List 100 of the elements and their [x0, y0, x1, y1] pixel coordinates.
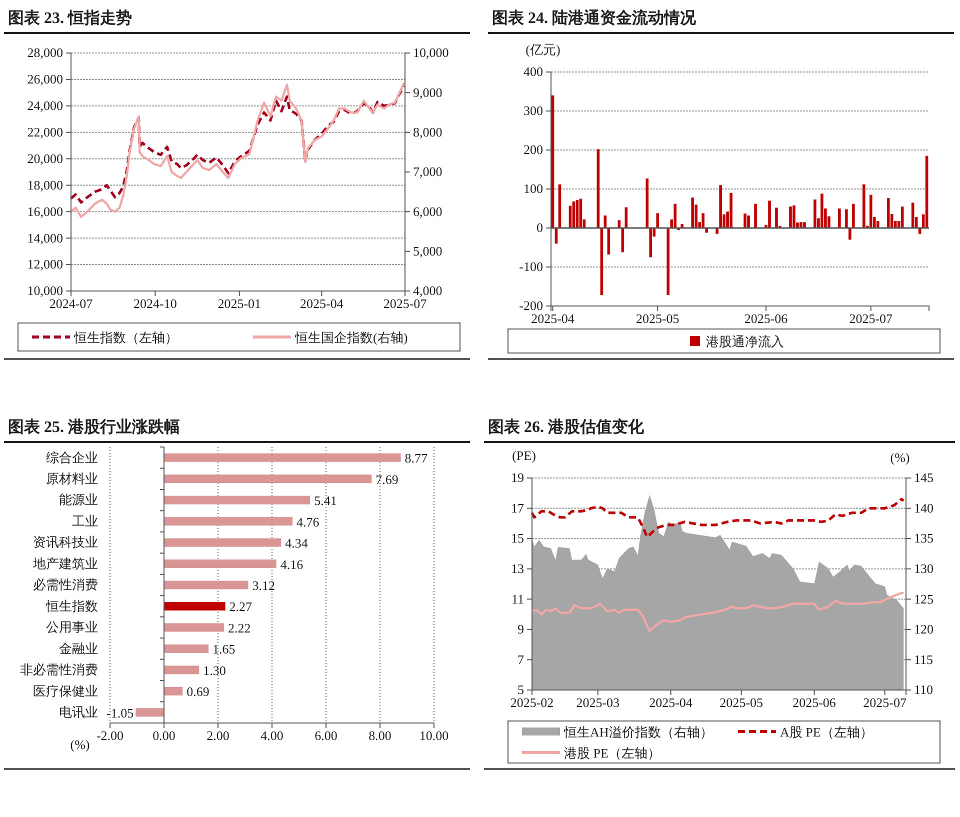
y-tick-label: 15	[511, 530, 524, 546]
y-axis-title: (亿元)	[526, 42, 560, 57]
y-tick-label: 100	[524, 181, 543, 196]
data-label: 1.30	[203, 662, 226, 678]
y2-tick-label: 10,000	[413, 45, 449, 60]
data-label: 0.69	[186, 684, 210, 700]
data-label: -1.05	[106, 705, 134, 720]
legend-label: 恒生国企指数(右轴)	[294, 330, 408, 345]
data-label: 4.76	[296, 514, 320, 530]
y-tick-label: 14,000	[27, 230, 63, 246]
data-label: 8.77	[404, 450, 428, 466]
y-tick-label: 资讯科技业	[33, 534, 98, 550]
y2-tick-label: 135	[914, 530, 934, 546]
y-tick-label: 400	[524, 64, 543, 80]
y2-tick-label: 4,000	[413, 283, 442, 298]
y-tick-label: 电讯业	[59, 704, 98, 720]
chart-title: 图表 25. 港股行业涨跌幅	[8, 418, 180, 436]
y2-axis-title: (%)	[890, 450, 910, 465]
y-tick-label: 医疗保健业	[33, 683, 98, 698]
legend-label: 恒生指数（左轴）	[73, 330, 178, 345]
y2-tick-label: 7,000	[413, 164, 442, 180]
y-tick-label: 金融业	[59, 640, 98, 656]
x-tick-label: 2025-03	[576, 695, 620, 710]
x-axis-title: (%)	[70, 737, 90, 752]
data-label: 2.27	[229, 599, 253, 614]
y-axis-title: (PE)	[512, 448, 536, 463]
y-tick-label: 非必需性消费	[20, 662, 98, 678]
data-label: 4.34	[285, 536, 308, 551]
x-tick-label: 4.00	[260, 728, 284, 744]
x-tick-label: 2025-06	[792, 695, 836, 710]
x-tick-label: -2.00	[96, 728, 124, 744]
y-tick-label: 300	[524, 103, 543, 118]
chart-title: 图表 23. 恒指走势	[8, 9, 132, 27]
y2-tick-label: 5,000	[413, 243, 442, 258]
y-tick-label: 200	[524, 142, 543, 158]
y-tick-label: 24,000	[27, 98, 63, 114]
y-tick-label: 原材料业	[46, 471, 98, 486]
y-tick-label: -200	[519, 298, 543, 314]
y-tick-label: 18,000	[27, 177, 63, 192]
y-tick-label: 12,000	[27, 256, 63, 272]
y2-tick-label: 125	[914, 591, 934, 606]
y-tick-label: 工业	[72, 513, 98, 528]
x-tick-label: 6.00	[314, 728, 338, 744]
y2-tick-label: 9,000	[413, 84, 442, 100]
y-tick-label: 必需性消费	[33, 577, 98, 592]
y2-tick-label: 6,000	[413, 204, 442, 219]
y-tick-label: 地产建筑业	[32, 556, 98, 571]
x-tick-label: 0.00	[152, 728, 176, 744]
x-tick-label: 2025-01	[218, 296, 262, 312]
y-tick-label: 5	[518, 682, 524, 698]
x-tick-label: 2025-06	[744, 311, 788, 326]
y-tick-label: 13	[511, 561, 524, 576]
data-label: 5.41	[314, 493, 337, 508]
x-tick-label: 2025-02	[510, 695, 554, 710]
x-tick-label: 2025-04	[649, 695, 693, 710]
y-tick-label: 17	[511, 500, 524, 516]
x-tick-label: 2025-07	[849, 311, 894, 326]
chart-title: 图表 24. 陆港通资金流动情况	[492, 8, 697, 27]
x-tick-label: 2025-04	[531, 311, 575, 326]
y-tick-label: 11	[511, 591, 524, 606]
y-tick-label: 公用事业	[46, 620, 98, 635]
data-label: 7.69	[376, 472, 398, 487]
data-label: 1.65	[212, 642, 236, 657]
data-label: 3.12	[252, 578, 275, 593]
x-tick-label: 2025-05	[636, 311, 680, 326]
y2-tick-label: 8,000	[413, 124, 442, 140]
data-label: 2.22	[228, 620, 251, 636]
y2-tick-label: 115	[914, 652, 934, 667]
x-tick-label: 8.00	[368, 728, 392, 744]
x-tick-label: 10.00	[419, 728, 449, 744]
x-tick-label: 2025-07	[863, 695, 907, 710]
legend-label: 恒生AH溢价指数（右轴）	[563, 724, 713, 740]
y-tick-label: 0	[536, 220, 543, 236]
y-tick-label: 16,000	[27, 204, 63, 219]
x-tick-label: 2025-05	[720, 695, 764, 710]
y-tick-label: 9	[518, 622, 524, 637]
y2-tick-label: 130	[914, 561, 934, 576]
y2-tick-label: 110	[914, 682, 934, 698]
legend-label: 港股 PE（左轴）	[564, 746, 660, 760]
legend-label: 港股通净流入	[706, 334, 784, 349]
y2-tick-label: 140	[914, 500, 934, 516]
y-tick-label: 20,000	[27, 150, 63, 166]
chart-title: 图表 26. 港股估值变化	[488, 418, 645, 436]
y-tick-label: 能源业	[59, 492, 98, 508]
x-tick-label: 2025-07	[383, 296, 428, 312]
x-tick-label: 2025-04	[300, 296, 344, 312]
data-label: 4.16	[280, 556, 304, 572]
y-tick-label: 26,000	[27, 72, 63, 87]
y-tick-label: 22,000	[27, 124, 63, 140]
legend-label: A股 PE（左轴）	[780, 724, 873, 740]
x-tick-label: 2024-07	[49, 296, 94, 312]
y-tick-label: -100	[519, 259, 543, 274]
y-tick-label: 恒生指数	[45, 598, 98, 614]
y-tick-label: 7	[518, 652, 524, 667]
x-tick-label: 2024-10	[134, 296, 177, 312]
y-tick-label: 28,000	[27, 45, 63, 60]
y-tick-label: 综合企业	[46, 450, 98, 465]
y-tick-label: 10,000	[27, 283, 63, 298]
x-tick-label: 2.00	[206, 728, 230, 744]
y2-tick-label: 120	[914, 622, 934, 637]
